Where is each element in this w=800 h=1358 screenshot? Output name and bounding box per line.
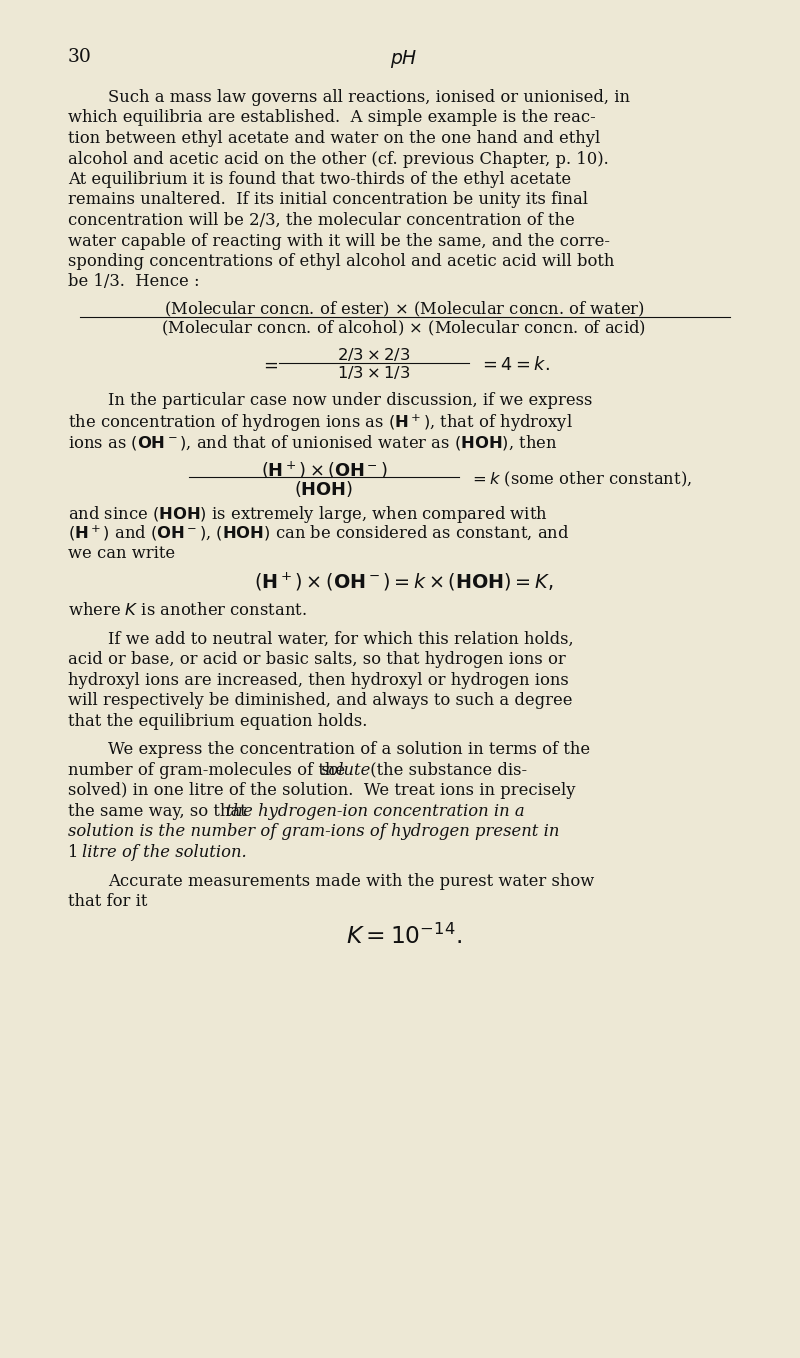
Text: that the equilibrium equation holds.: that the equilibrium equation holds. xyxy=(68,713,367,729)
Text: we can write: we can write xyxy=(68,545,175,561)
Text: $(\mathbf{H}^+) \times (\mathbf{OH}^-)$: $(\mathbf{H}^+) \times (\mathbf{OH}^-)$ xyxy=(261,459,387,481)
Text: $pH$: $pH$ xyxy=(390,48,418,71)
Text: that for it: that for it xyxy=(68,894,147,910)
Text: Accurate measurements made with the purest water show: Accurate measurements made with the pure… xyxy=(108,872,594,889)
Text: and since $(\mathbf{HOH})$ is extremely large, when compared with: and since $(\mathbf{HOH})$ is extremely … xyxy=(68,504,548,524)
Text: (Molecular concn. of alcohol) $\times$ (Molecular concn. of acid): (Molecular concn. of alcohol) $\times$ (… xyxy=(162,319,646,338)
Text: hydroxyl ions are increased, then hydroxyl or hydrogen ions: hydroxyl ions are increased, then hydrox… xyxy=(68,672,569,689)
Text: will respectively be diminished, and always to such a degree: will respectively be diminished, and alw… xyxy=(68,693,573,709)
Text: be 1/3.  Hence :: be 1/3. Hence : xyxy=(68,273,200,291)
Text: number of gram-molecules of the: number of gram-molecules of the xyxy=(68,762,350,778)
Text: the concentration of hydrogen ions as $(\mathbf{H}^+)$, that of hydroxyl: the concentration of hydrogen ions as $(… xyxy=(68,413,573,433)
Text: sponding concentrations of ethyl alcohol and acetic acid will both: sponding concentrations of ethyl alcohol… xyxy=(68,253,614,270)
Text: In the particular case now under discussion, if we express: In the particular case now under discuss… xyxy=(108,392,592,409)
Text: (Molecular concn. of ester) $\times$ (Molecular concn. of water): (Molecular concn. of ester) $\times$ (Mo… xyxy=(164,300,644,319)
Text: concentration will be 2/3, the molecular concentration of the: concentration will be 2/3, the molecular… xyxy=(68,212,574,230)
Text: Such a mass law governs all reactions, ionised or unionised, in: Such a mass law governs all reactions, i… xyxy=(108,90,630,106)
Text: $=$: $=$ xyxy=(260,356,278,373)
Text: 1: 1 xyxy=(68,843,84,861)
Text: acid or base, or acid or basic salts, so that hydrogen ions or: acid or base, or acid or basic salts, so… xyxy=(68,650,566,668)
Text: (the substance dis-: (the substance dis- xyxy=(365,762,527,778)
Text: $= 4 = k.$: $= 4 = k.$ xyxy=(479,356,550,373)
Text: $1/3 \times 1/3$: $1/3 \times 1/3$ xyxy=(338,365,410,382)
Text: $(\mathbf{H}^+)$ and $(\mathbf{OH}^-)$, $(\mathbf{HOH})$ can be considered as co: $(\mathbf{H}^+)$ and $(\mathbf{OH}^-)$, … xyxy=(68,524,570,543)
Text: $= k$ (some other constant),: $= k$ (some other constant), xyxy=(469,470,692,489)
Text: If we add to neutral water, for which this relation holds,: If we add to neutral water, for which th… xyxy=(108,630,574,648)
Text: solved) in one litre of the solution.  We treat ions in precisely: solved) in one litre of the solution. We… xyxy=(68,782,575,800)
Text: $K = 10^{-14}.$: $K = 10^{-14}.$ xyxy=(346,923,462,949)
Text: water capable of reacting with it will be the same, and the corre-: water capable of reacting with it will b… xyxy=(68,232,610,250)
Text: $2/3 \times 2/3$: $2/3 \times 2/3$ xyxy=(338,346,410,364)
Text: the same way, so that: the same way, so that xyxy=(68,803,252,820)
Text: where $K$ is another constant.: where $K$ is another constant. xyxy=(68,602,307,619)
Text: the hydrogen-ion concentration in a: the hydrogen-ion concentration in a xyxy=(226,803,525,820)
Text: solution is the number of gram-ions of hydrogen present in: solution is the number of gram-ions of h… xyxy=(68,823,559,841)
Text: $(\mathbf{H}^+) \times (\mathbf{OH}^-) = k \times (\mathbf{HOH}) = K,$: $(\mathbf{H}^+) \times (\mathbf{OH}^-) =… xyxy=(254,572,554,593)
Text: which equilibria are established.  A simple example is the reac-: which equilibria are established. A simp… xyxy=(68,110,596,126)
Text: ions as $(\mathbf{OH}^-)$, and that of unionised water as $(\mathbf{HOH})$, then: ions as $(\mathbf{OH}^-)$, and that of u… xyxy=(68,433,558,452)
Text: At equilibrium it is found that two-thirds of the ethyl acetate: At equilibrium it is found that two-thir… xyxy=(68,171,571,187)
Text: solute: solute xyxy=(321,762,371,778)
Text: $(\mathbf{HOH})$: $(\mathbf{HOH})$ xyxy=(294,479,354,498)
Text: alcohol and acetic acid on the other (cf. previous Chapter, p. 10).: alcohol and acetic acid on the other (cf… xyxy=(68,151,609,167)
Text: tion between ethyl acetate and water on the one hand and ethyl: tion between ethyl acetate and water on … xyxy=(68,130,600,147)
Text: litre of the solution.: litre of the solution. xyxy=(82,843,246,861)
Text: remains unaltered.  If its initial concentration be unity its final: remains unaltered. If its initial concen… xyxy=(68,191,588,209)
Text: We express the concentration of a solution in terms of the: We express the concentration of a soluti… xyxy=(108,741,590,758)
Text: 30: 30 xyxy=(68,48,92,67)
